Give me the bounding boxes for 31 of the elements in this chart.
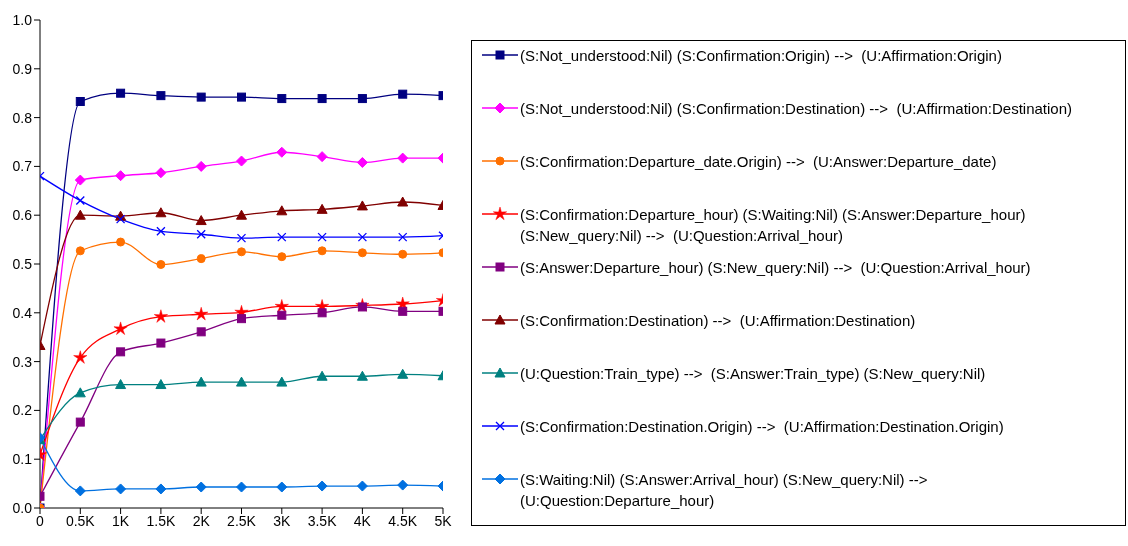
y-tick-label: 0.3 [12,353,33,370]
legend-label: (S:Not_understood:Nil) (S:Confirmation:Origin) --> (U:Affirmation:Origin) [520,46,1003,66]
legend-label: (S:Not_understood:Nil) (S:Confirmation:Destination) --> (U:Affirmation:Destination) [520,99,1074,119]
y-tick-label: 0.2 [12,402,33,419]
y-tick-label: 0.9 [12,60,33,77]
x-tick-label: 0.5K [65,512,96,529]
x-tick-label: 1K [112,512,130,529]
y-tick-label: 1.0 [12,11,33,28]
x-tick-label: 2K [192,512,211,529]
y-tick-label: 0.4 [12,304,33,321]
y-tick-label: 0.5 [12,255,33,272]
x-tick-label: 3K [273,512,292,529]
x-tick-label: 4.5K [388,512,418,529]
legend-label: (S:Confirmation:Departure_date.Origin) --> (U:Answer:Departure_date) [520,152,998,172]
y-tick-label: 0.6 [12,207,33,224]
x-tick-label: 5K [434,512,453,529]
x-tick-label: 3.5K [307,512,338,529]
legend-label: (S:Waiting:Nil) (S:Answer:Arrival_hour) (S:New_query:Nil) --> (U:Question:Departure_hour) [520,470,929,511]
y-tick-label: 0.8 [12,109,33,126]
x-tick-label: 2.5K [227,512,257,529]
y-tick-label: 0.0 [12,499,33,516]
legend-label: (S:Confirmation:Destination) --> (U:Affirmation:Destination) [520,311,917,331]
y-tick-label: 0.7 [12,158,33,175]
legend-label: (S:Confirmation:Destination.Origin) --> (U:Affirmation:Destination.Origin) [520,417,1005,437]
x-tick-label: 0 [36,512,45,529]
legend-label: (S:Confirmation:Departure_hour) (S:Waiting:Nil) (S:Answer:Departure_hour) (S:New_query:Nil) --> (U:Question:Arrival_hour) [520,205,1027,246]
legend-label: (U:Question:Train_type) --> (S:Answer:Train_type) (S:New_query:Nil) [520,364,987,384]
x-tick-label: 1.5K [146,512,176,529]
x-tick-label: 4K [353,512,372,529]
y-tick-label: 0.1 [12,451,33,468]
legend-label: (S:Answer:Departure_hour) (S:New_query:Nil) --> (U:Question:Arrival_hour) [520,258,1032,278]
